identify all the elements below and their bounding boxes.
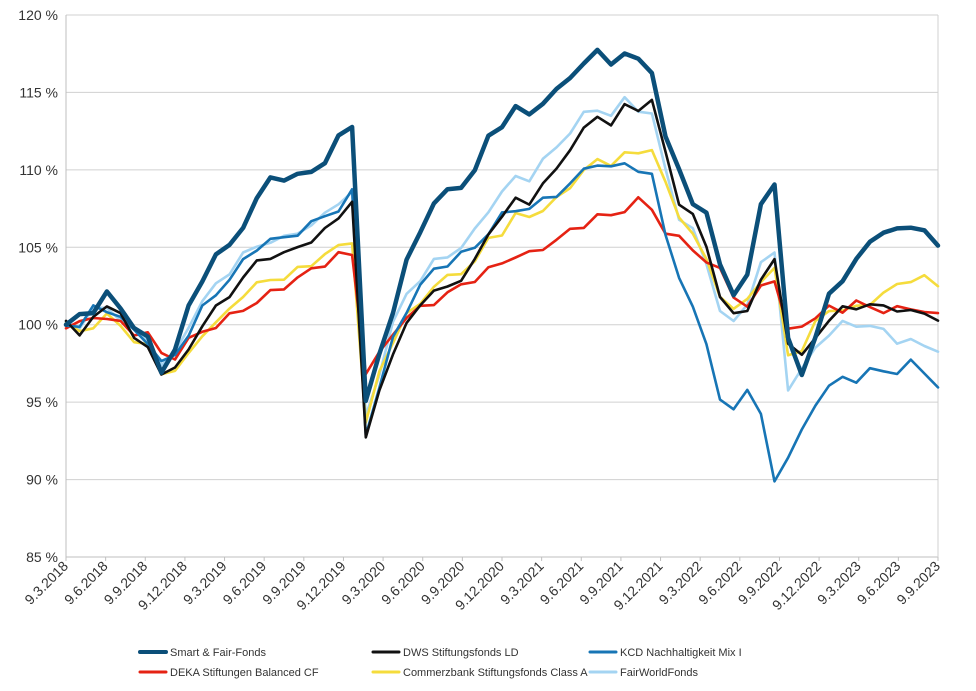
legend-label: Smart & Fair-Fonds (170, 647, 266, 659)
legend-label: KCD Nachhaltigkeit Mix I (620, 647, 742, 659)
y-tick-label: 115 % (19, 84, 58, 100)
series-line-5 (64, 95, 940, 417)
y-axis-ticks: 120 % 115 % 110 % 105 % 100 % 95 % 90 % 85 % (18, 7, 58, 565)
x-tick-label: 9.9.2023 (893, 558, 943, 608)
y-tick-label: 105 % (18, 239, 58, 255)
y-tick-label: 90 % (26, 472, 58, 488)
y-tick-label: 85 % (26, 549, 58, 565)
series-line-0 (63, 47, 941, 404)
legend-label: DEKA Stiftungen Balanced CF (170, 667, 319, 679)
y-tick-label: 120 % (18, 7, 58, 23)
legend-label: DWS Stiftungsfonds LD (403, 647, 519, 659)
series-line-1 (64, 98, 940, 439)
legend-label: FairWorldFonds (620, 667, 699, 679)
y-tick-label: 95 % (26, 394, 58, 410)
y-tick-label: 100 % (18, 317, 58, 333)
grid-lines (66, 14, 938, 558)
x-axis-ticks: 9.3.20189.6.20189.9.20189.12.20189.3.201… (21, 558, 943, 614)
y-tick-label: 110 % (19, 162, 58, 178)
series-line-3 (64, 196, 940, 376)
legend: Smart & Fair-Fonds DWS Stiftungsfonds LD K… (138, 647, 742, 679)
series-lines (63, 47, 941, 483)
axes (65, 15, 939, 561)
legend-label: Commerzbank Stiftungsfonds Class A (403, 667, 588, 679)
series-line-2 (64, 162, 940, 483)
